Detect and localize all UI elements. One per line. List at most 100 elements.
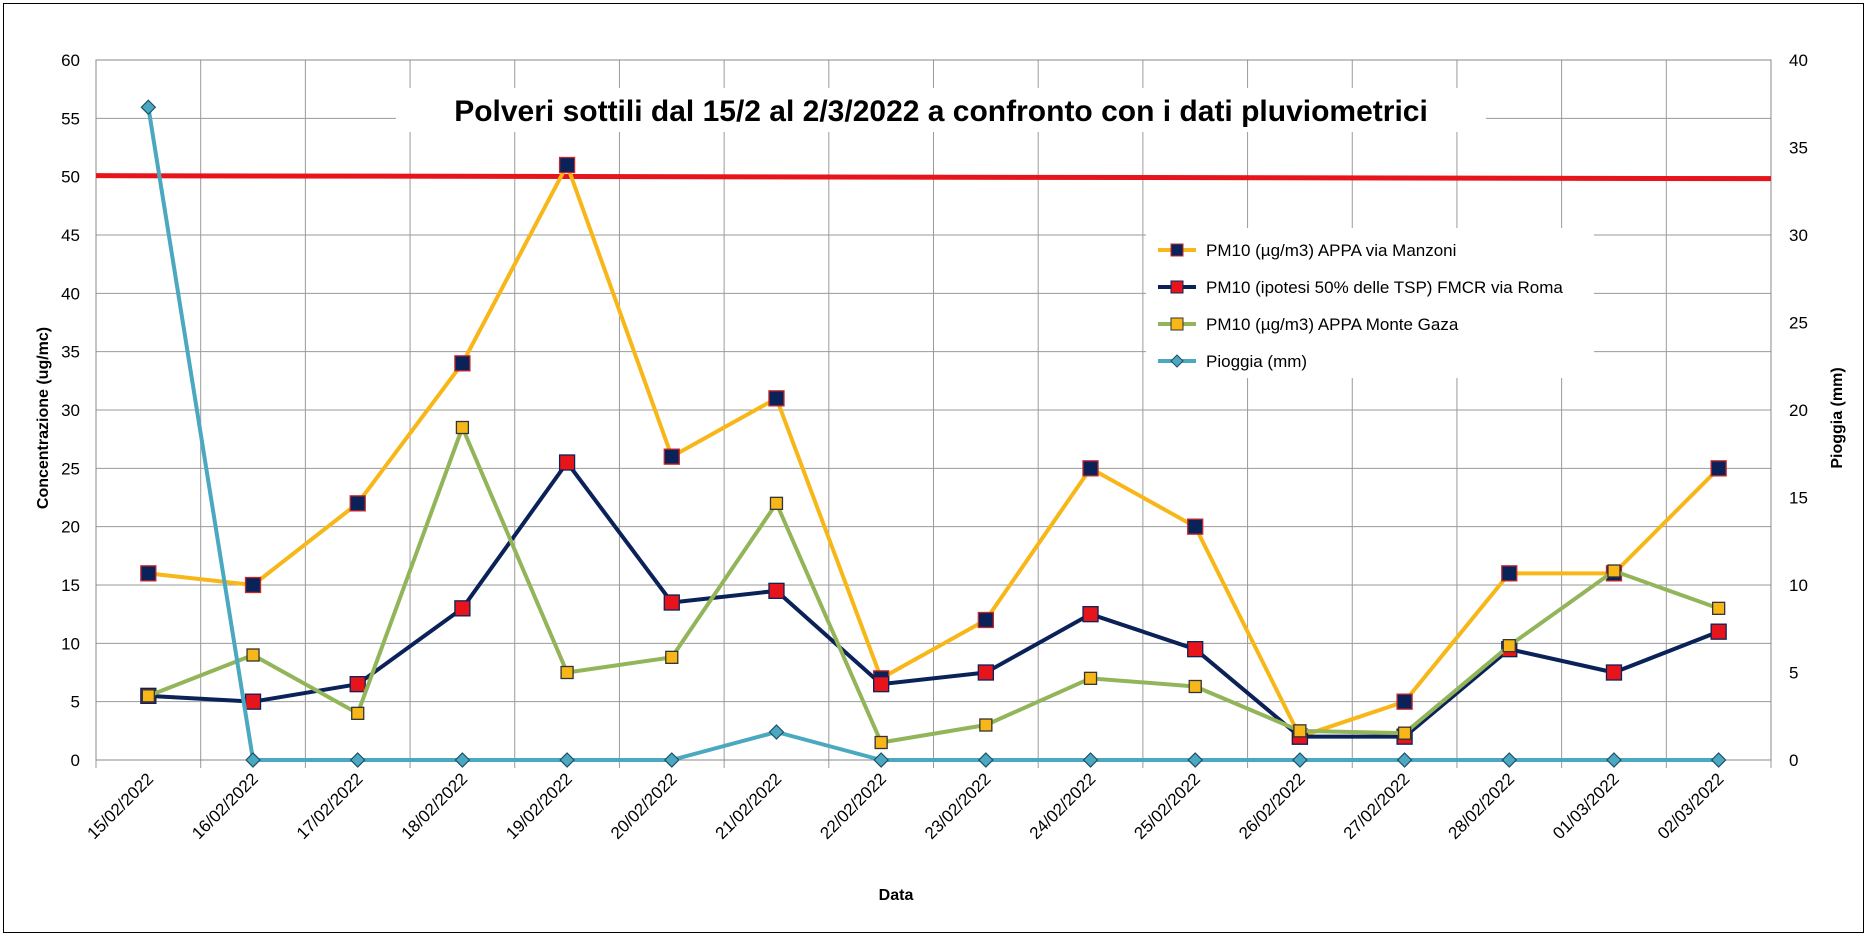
x-tick-label: 21/02/2022 [712,769,786,843]
data-point [768,724,785,740]
data-point [977,752,994,768]
data-point [559,752,575,768]
y2-tick-label: 40 [1789,51,1808,70]
x-tick-label: 24/02/2022 [1026,769,1100,843]
data-point [1396,693,1413,710]
data-point [1607,564,1621,578]
data-point [1082,460,1099,477]
data-point [769,496,784,510]
data-point [351,706,365,720]
x-tick-label: 19/02/2022 [502,769,576,843]
series-3 [141,420,1726,750]
chart-title-background [396,88,1486,132]
data-point [663,448,680,465]
data-point [1293,724,1307,738]
y-tick-label: 20 [61,518,80,537]
y-tick-label: 10 [61,634,80,653]
data-point [349,495,366,512]
y-axis-title: Concentrazione (ug/mc) [35,327,52,509]
data-point [349,676,366,693]
series-line [148,163,1721,739]
y-tick-label: 5 [71,693,80,712]
data-point [663,752,680,768]
x-tick-label: 25/02/2022 [1130,769,1204,843]
y-tick-label: 40 [61,284,80,303]
y-tick-label: 15 [61,576,80,595]
legend-entry: PM10 (ipotesi 50% delle TSP) FMCR via Ro… [1158,278,1563,297]
data-point [244,576,262,594]
legend-swatch-marker [1170,317,1184,331]
y2-tick-label: 30 [1789,226,1808,245]
data-point [1397,726,1412,740]
data-point [140,99,157,116]
data-point [1710,752,1727,768]
data-point [349,752,366,768]
data-point [1082,606,1099,623]
x-tick-label: 27/02/2022 [1340,769,1414,843]
data-point [1187,752,1204,768]
data-point [873,676,890,693]
data-point [873,752,890,768]
x-tick-label: 17/02/2022 [293,769,367,843]
data-point [1082,752,1099,768]
x-tick-label: 26/02/2022 [1235,769,1309,843]
chart-title: Polveri sottili dal 15/2 al 2/3/2022 a c… [454,95,1428,128]
data-point [874,735,888,750]
grid-layer [95,59,1772,768]
data-point [560,665,574,680]
legend-label: PM10 (µg/m3) APPA Monte Gaza [1206,315,1459,334]
data-point [1188,679,1202,694]
data-point [977,611,994,629]
threshold-line [95,173,1772,182]
x-tick-label: 23/02/2022 [921,769,995,843]
x-tick-label: 18/02/2022 [398,769,472,843]
series-line [148,460,1720,739]
y2-tick-label: 20 [1789,401,1808,420]
y2-tick-label: 15 [1789,489,1808,508]
y-tick-label: 0 [71,751,80,770]
data-point [1710,623,1727,640]
y-tick-label: 55 [61,109,80,128]
data-point [454,355,471,372]
y2-tick-label: 0 [1789,751,1798,770]
legend-label: PM10 (µg/m3) APPA via Manzoni [1206,241,1456,260]
data-point [558,156,576,174]
data-point [979,718,993,732]
y-tick-label: 45 [61,226,80,245]
y-tick-label: 60 [61,51,80,70]
y2-tick-label: 10 [1789,576,1808,595]
x-tick-label: 22/02/2022 [816,769,890,843]
legend-entry: PM10 (µg/m3) APPA Monte Gaza [1158,315,1459,334]
y2-axis-title: Pioggia (mm) [1829,367,1846,468]
legend-box [1146,228,1594,378]
x-tick-label: 28/02/2022 [1445,769,1519,843]
legend-entry: Pioggia (mm) [1158,352,1307,371]
data-point [1396,752,1413,768]
data-point [977,664,994,681]
data-point [1712,601,1726,615]
data-point [140,565,157,582]
data-point [665,650,679,664]
data-point [1187,641,1204,658]
legend-entry: PM10 (µg/m3) APPA via Manzoni [1158,241,1456,260]
legend-label: PM10 (ipotesi 50% delle TSP) FMCR via Ro… [1206,278,1563,297]
x-tick-label: 20/02/2022 [607,769,681,843]
series-line [147,425,1720,745]
data-point [1501,752,1518,768]
y-tick-label: 30 [61,401,80,420]
y-tick-label: 50 [61,168,80,187]
data-point [1502,639,1516,653]
x-tick-label: 01/03/2022 [1549,769,1623,843]
y2-tick-label: 25 [1789,314,1808,333]
left-axis-tick-labels: 0 5 10 15 20 25 30 35 40 45 50 55 60 [61,51,80,770]
y2-tick-label: 35 [1789,139,1808,158]
data-point [141,689,155,703]
legend-swatch-marker [1170,354,1184,368]
data-point [1606,752,1622,768]
data-point [246,648,260,662]
data-point [663,594,680,611]
series-line [146,106,1719,762]
x-tick-label: 02/03/2022 [1654,769,1728,843]
legend: PM10 (µg/m3) APPA via Manzoni PM10 (ipote… [1146,228,1594,378]
data-point [1292,752,1308,768]
